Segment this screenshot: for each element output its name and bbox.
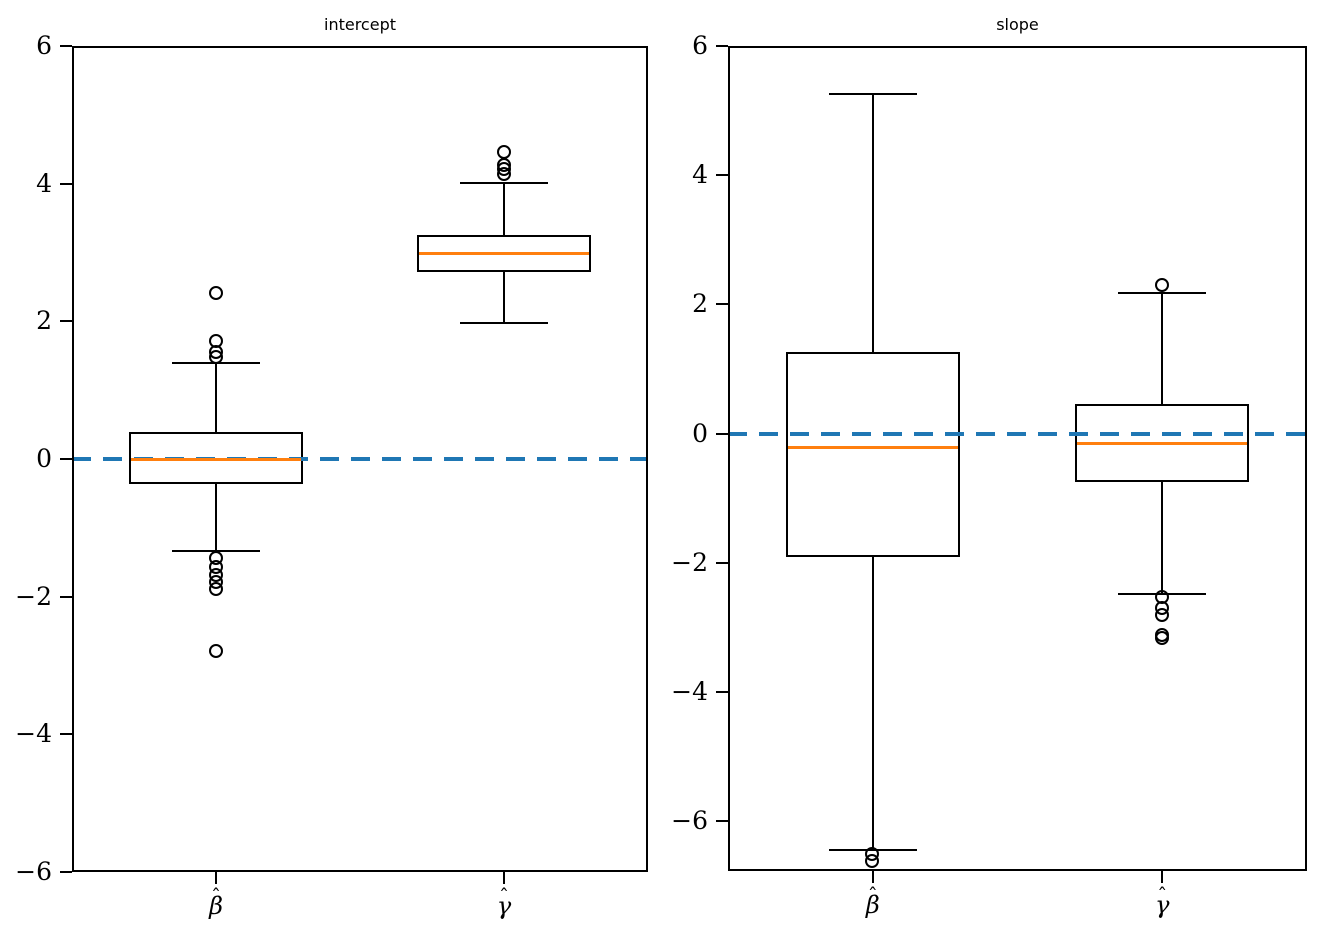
y-tick-label: −2	[671, 547, 708, 577]
y-tick-mark	[716, 691, 728, 694]
outlier-point	[208, 349, 223, 364]
whisker-upper	[215, 363, 217, 433]
outlier-point	[208, 285, 223, 300]
median-line	[131, 457, 301, 461]
outlier-point	[865, 853, 880, 868]
plot-area	[728, 46, 1307, 871]
whisker-cap-upper	[460, 181, 548, 184]
y-tick-mark	[716, 561, 728, 564]
panel-title-slope: slope	[996, 15, 1039, 34]
y-tick-mark	[60, 45, 72, 47]
outlier-point	[1154, 607, 1169, 622]
y-tick-label: −4	[671, 677, 708, 707]
whisker-lower	[215, 483, 217, 552]
x-tick-mark	[871, 871, 874, 883]
y-tick-label: −4	[15, 719, 52, 749]
whisker-cap-lower	[460, 321, 548, 324]
whisker-upper	[871, 93, 874, 353]
y-tick-label: 0	[692, 418, 708, 448]
x-tick-mark	[503, 872, 505, 884]
y-tick-mark	[716, 45, 728, 47]
whisker-upper	[503, 182, 505, 236]
whisker-lower	[871, 556, 874, 851]
y-tick-mark	[716, 174, 728, 177]
axes-spines	[72, 46, 648, 872]
whisker-upper	[1161, 292, 1164, 406]
y-tick-label: −6	[15, 857, 52, 886]
y-tick-label: 4	[692, 160, 708, 190]
y-tick-mark	[716, 820, 728, 823]
plot-area	[72, 46, 648, 872]
y-tick-label: 6	[36, 31, 52, 60]
median-line	[787, 445, 958, 449]
y-tick-mark	[60, 182, 72, 185]
y-tick-label: 0	[36, 444, 52, 473]
y-tick-label: 4	[36, 168, 52, 198]
box	[417, 234, 591, 273]
whisker-lower	[1161, 481, 1164, 595]
y-tick-label: −2	[15, 581, 52, 611]
outlier-point	[208, 582, 223, 597]
y-tick-label: −6	[671, 806, 708, 836]
y-tick-label: 2	[692, 289, 708, 319]
y-tick-mark	[60, 733, 72, 736]
outlier-point	[496, 167, 511, 182]
y-tick-mark	[60, 320, 72, 323]
outlier-point	[1154, 630, 1169, 645]
outlier-point	[1154, 277, 1169, 292]
hat-accent: ˆ	[1157, 883, 1168, 907]
box	[785, 351, 960, 558]
whisker-cap-upper	[828, 92, 917, 95]
x-tick-mark	[1161, 871, 1164, 883]
y-tick-label: 6	[692, 31, 708, 60]
y-tick-mark	[60, 871, 72, 873]
y-tick-mark	[60, 595, 72, 598]
x-tick-mark	[215, 872, 217, 884]
median-line	[419, 252, 589, 256]
zero-refline	[728, 431, 1307, 436]
median-line	[1077, 441, 1248, 445]
whisker-cap-upper	[1118, 291, 1207, 294]
y-tick-mark	[716, 432, 728, 435]
panel-title-intercept: intercept	[324, 15, 396, 34]
hat-accent: ˆ	[499, 884, 509, 908]
hat-accent: ˆ	[211, 884, 221, 908]
axes-spines	[728, 46, 1307, 871]
whisker-lower	[503, 271, 505, 323]
zero-refline	[72, 457, 648, 461]
y-tick-mark	[716, 303, 728, 306]
box	[1075, 404, 1250, 483]
hat-accent: ˆ	[867, 883, 878, 907]
y-tick-label: 2	[36, 306, 52, 336]
y-tick-mark	[60, 458, 72, 460]
outlier-point	[208, 644, 223, 659]
